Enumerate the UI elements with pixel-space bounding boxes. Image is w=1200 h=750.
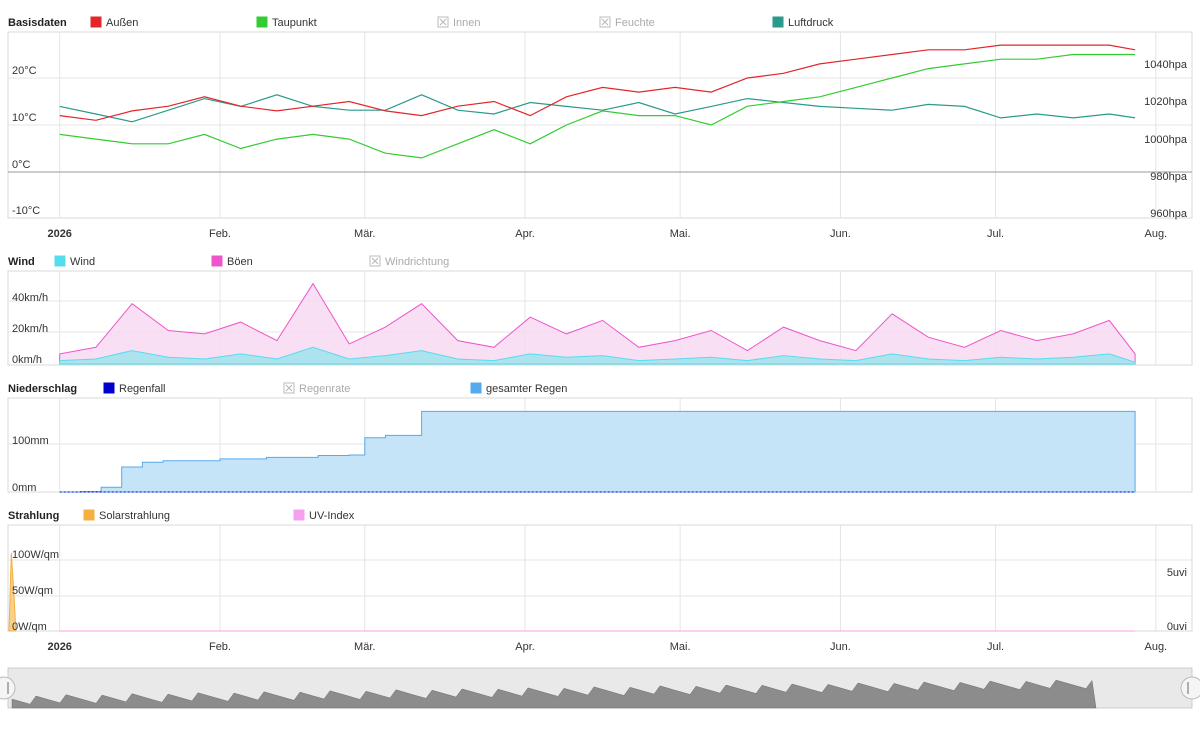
series-aussen — [59, 44, 1136, 121]
wind-legend-swatch[interactable] — [54, 255, 66, 267]
solar-legend-label[interactable]: Solarstrahlung — [99, 510, 170, 522]
rain-left-tick: 0mm — [12, 482, 36, 494]
basis-month-tick-label: Feb. — [209, 228, 231, 240]
series-wind — [59, 346, 1136, 365]
rain-legend-off-icon — [285, 384, 293, 392]
solar-legend-swatch[interactable] — [293, 509, 305, 521]
solar-month-tick-label: 2026 — [47, 641, 71, 653]
rain-legend-swatch[interactable] — [103, 382, 115, 394]
basis-left-tick: 20°C — [12, 65, 37, 77]
wind-legend-label[interactable]: Wind — [70, 256, 95, 268]
basis-month-tick-label: Aug. — [1144, 228, 1167, 240]
solar-month-tick-label: Mär. — [354, 641, 375, 653]
wind-legend-label[interactable]: Böen — [227, 256, 253, 268]
basis-left-tick: 0°C — [12, 159, 31, 171]
wind-legend-off-icon — [371, 257, 379, 265]
solar-frame — [7, 524, 1193, 632]
basis-right-tick: 1000hpa — [1144, 134, 1188, 146]
basis-legend-swatch[interactable] — [772, 16, 784, 28]
basis-right-tick: 960hpa — [1150, 208, 1188, 220]
basis-legend-label[interactable]: Außen — [106, 17, 138, 29]
navigator-series-area — [11, 679, 1097, 709]
rain-title: Niederschlag — [8, 383, 77, 395]
basis-month-tick-label: 2026 — [47, 228, 71, 240]
solar-right-tick: 0uvi — [1167, 621, 1187, 633]
series-taupunkt — [59, 53, 1136, 159]
wind-legend-label[interactable]: Windrichtung — [385, 256, 449, 268]
wind-left-tick: 40km/h — [12, 292, 48, 304]
basis-legend-swatch[interactable] — [90, 16, 102, 28]
basis-legend-label[interactable]: Luftdruck — [788, 17, 834, 29]
wind-left-tick: 0km/h — [12, 354, 42, 366]
basis-month-tick-label: Jul. — [987, 228, 1004, 240]
solar-month-tick-label: Aug. — [1144, 641, 1167, 653]
navigator-right-handle[interactable] — [1180, 676, 1200, 700]
wind-left-tick: 20km/h — [12, 323, 48, 335]
rain-left-tick: 100mm — [12, 435, 49, 447]
basis-month-tick-label: Apr. — [515, 228, 535, 240]
basis-legend-off-icon — [439, 18, 447, 26]
basis-legend-label[interactable]: Taupunkt — [272, 17, 317, 29]
basis-legend-label[interactable]: Feuchte — [615, 17, 655, 29]
series-boeen — [59, 282, 1136, 365]
rain-legend-swatch[interactable] — [470, 382, 482, 394]
basis-left-tick: 10°C — [12, 112, 37, 124]
wind-title: Wind — [8, 256, 35, 268]
solar-right-tick: 5uvi — [1167, 567, 1187, 579]
basis-right-tick: 1020hpa — [1144, 96, 1188, 108]
solar-month-tick-label: Feb. — [209, 641, 231, 653]
series-solarstrahlung — [8, 552, 17, 632]
rain-legend-label[interactable]: Regenfall — [119, 383, 165, 395]
solar-left-tick: 50W/qm — [12, 585, 53, 597]
navigator-left-handle[interactable] — [0, 676, 16, 700]
basis-month-tick-label: Mai. — [670, 228, 691, 240]
basis-month-tick-label: Jun. — [830, 228, 851, 240]
solar-legend-swatch[interactable] — [83, 509, 95, 521]
solar-left-tick: 100W/qm — [12, 549, 59, 561]
solar-month-tick-label: Jun. — [830, 641, 851, 653]
basis-right-tick: 1040hpa — [1144, 59, 1188, 71]
rain-legend-label[interactable]: Regenrate — [299, 383, 350, 395]
basis-left-tick: -10°C — [12, 205, 40, 217]
solar-month-tick-label: Mai. — [670, 641, 691, 653]
series-gesamter-regen — [59, 410, 1136, 493]
solar-legend-label[interactable]: UV-Index — [309, 510, 355, 522]
basis-title: Basisdaten — [8, 17, 67, 29]
basis-month-tick-label: Mär. — [354, 228, 375, 240]
solar-month-tick-label: Apr. — [515, 641, 535, 653]
solar-month-tick-label: Jul. — [987, 641, 1004, 653]
basis-legend-label[interactable]: Innen — [453, 17, 481, 29]
wind-legend-swatch[interactable] — [211, 255, 223, 267]
basis-right-tick: 980hpa — [1150, 171, 1188, 183]
rain-legend-label[interactable]: gesamter Regen — [486, 383, 567, 395]
basis-legend-swatch[interactable] — [256, 16, 268, 28]
basis-legend-off-icon — [601, 18, 609, 26]
solar-title: Strahlung — [8, 510, 59, 522]
solar-left-tick: 0W/qm — [12, 621, 47, 633]
